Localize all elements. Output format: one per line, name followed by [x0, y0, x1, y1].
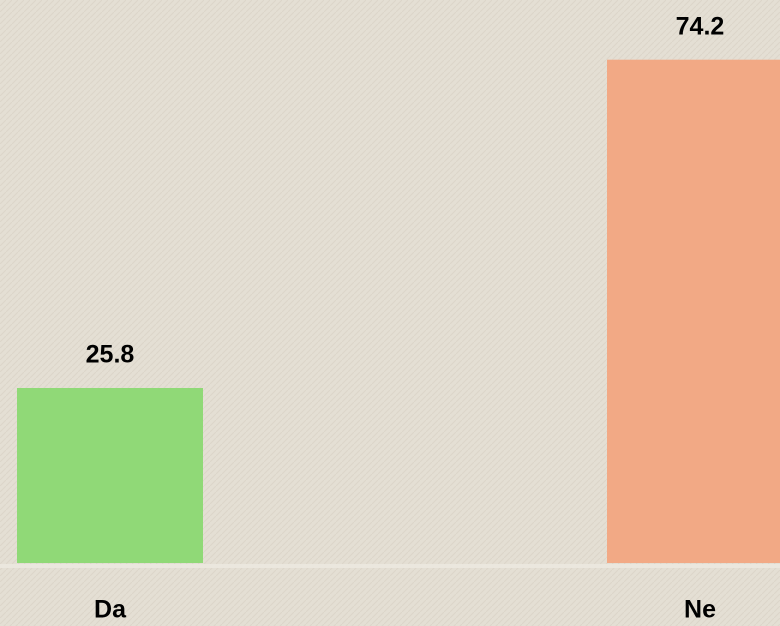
x-tick-label: Ne	[684, 596, 716, 624]
bar	[17, 387, 203, 563]
baseline	[0, 564, 780, 568]
value-label: 25.8	[86, 341, 135, 369]
x-tick-label: Da	[94, 596, 127, 624]
bar	[607, 59, 780, 564]
value-label: 74.2	[676, 12, 725, 40]
